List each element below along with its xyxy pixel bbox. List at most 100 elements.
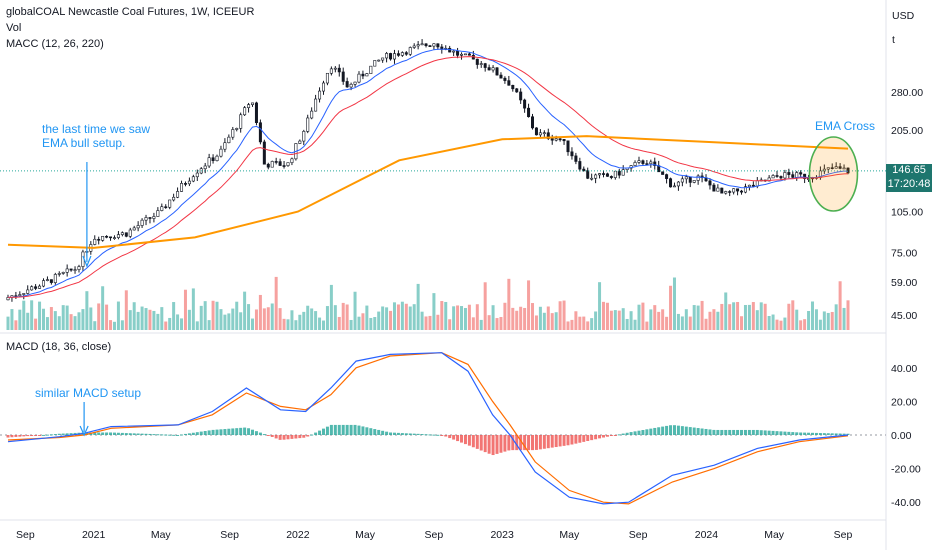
macd-histogram-bar [199, 431, 203, 435]
volume-bar [321, 320, 325, 330]
volume-bar [838, 281, 842, 330]
volume-bar [318, 317, 322, 330]
candle-body [314, 98, 318, 112]
candle-body [385, 53, 389, 59]
candle-body [381, 57, 385, 61]
macd-histogram-bar [195, 432, 199, 435]
volume-legend: Vol [6, 22, 22, 34]
macd-histogram-bar [787, 431, 791, 435]
scale-mode-label[interactable]: t [892, 34, 895, 46]
candle-body [349, 83, 353, 88]
candle-body [534, 127, 538, 136]
volume-bar [325, 306, 329, 330]
candle-body [286, 162, 290, 166]
volume-bar [195, 321, 199, 330]
candle-body [377, 59, 381, 62]
volume-bar [503, 302, 507, 330]
macd-histogram-bar [763, 430, 767, 435]
volume-bar [807, 311, 811, 330]
volume-bar [373, 317, 377, 330]
macd-histogram-bar [759, 430, 763, 435]
volume-bar [105, 304, 109, 330]
macd-histogram-bar [389, 432, 393, 435]
volume-bar [152, 310, 156, 330]
macd-histogram-bar [751, 429, 755, 435]
candle-body [424, 43, 428, 46]
volume-bar [207, 320, 211, 330]
macd-histogram-bar [61, 433, 65, 435]
volume-bar [396, 304, 400, 330]
macd-histogram-bar [148, 433, 152, 435]
volume-bar [507, 278, 511, 330]
candle-body [511, 84, 515, 90]
macd-setup-arrowhead [79, 425, 89, 437]
time-tick-label: Sep [220, 529, 239, 541]
volume-bar [566, 321, 570, 330]
macd-histogram-bar [49, 434, 53, 436]
candle-body [732, 188, 736, 193]
macd-histogram-bar [645, 429, 649, 435]
candle-body [101, 235, 105, 241]
macd-histogram-bar [369, 428, 373, 435]
candle-body [578, 161, 582, 170]
candle-body [775, 175, 779, 177]
candle-body [73, 269, 77, 271]
candle-body [523, 99, 527, 109]
candle-body [235, 128, 239, 130]
ema-bull-annotation-line-1: the last time we saw [42, 122, 151, 136]
volume-bar [747, 304, 751, 330]
candle-body [838, 166, 842, 169]
macd-histogram-bar [483, 435, 487, 453]
macd-histogram-bar [176, 434, 180, 436]
macc-legend: MACC (12, 26, 220) [6, 38, 104, 50]
volume-bar [590, 318, 594, 330]
macd-histogram-bar [140, 433, 144, 435]
macd-histogram-bar [653, 427, 657, 435]
volume-bar [799, 320, 803, 330]
candle-body [369, 65, 373, 74]
macd-histogram-bar [109, 432, 113, 435]
macd-histogram-bar [353, 424, 357, 435]
candle-body [771, 175, 775, 179]
candle-body [436, 43, 440, 48]
volume-bar [665, 316, 669, 330]
volume-bar [676, 313, 680, 330]
candle-body [495, 67, 499, 76]
volume-bar [97, 303, 101, 330]
currency-label[interactable]: USD [892, 10, 915, 22]
macd-histogram-bar [294, 435, 298, 439]
volume-bar [621, 308, 625, 330]
candle-body [684, 176, 688, 180]
volume-bar [428, 315, 432, 330]
candle-body [582, 168, 586, 171]
macd-histogram-bar [637, 430, 641, 435]
ema-bull-annotation-line-2: EMA bull setup. [42, 136, 126, 150]
candle-body [448, 47, 452, 53]
candle-body [791, 174, 795, 178]
volume-bar [30, 300, 34, 330]
candle-body [708, 180, 712, 186]
price-tick-label: 105.00 [891, 207, 923, 219]
candle-body [270, 161, 274, 168]
candle-body [172, 196, 176, 201]
volume-bar [511, 307, 515, 330]
volume-bar [38, 301, 42, 330]
macd-histogram-bar [562, 435, 566, 446]
volume-bar [53, 311, 57, 330]
volume-bar [523, 307, 527, 330]
volume-bar [377, 311, 381, 330]
macd-histogram-bar [448, 435, 452, 439]
last-price-tag: 146.65 [886, 164, 932, 178]
volume-bar [294, 320, 298, 330]
volume-bar [846, 300, 850, 330]
volume-bar [282, 318, 286, 330]
volume-bar [251, 318, 255, 330]
volume-bar [499, 316, 503, 330]
candle-body [720, 187, 724, 194]
volume-bar [538, 306, 542, 330]
volume-bar [696, 305, 700, 330]
candle-body [333, 67, 337, 70]
volume-bar [475, 304, 479, 330]
candle-body [329, 68, 333, 74]
